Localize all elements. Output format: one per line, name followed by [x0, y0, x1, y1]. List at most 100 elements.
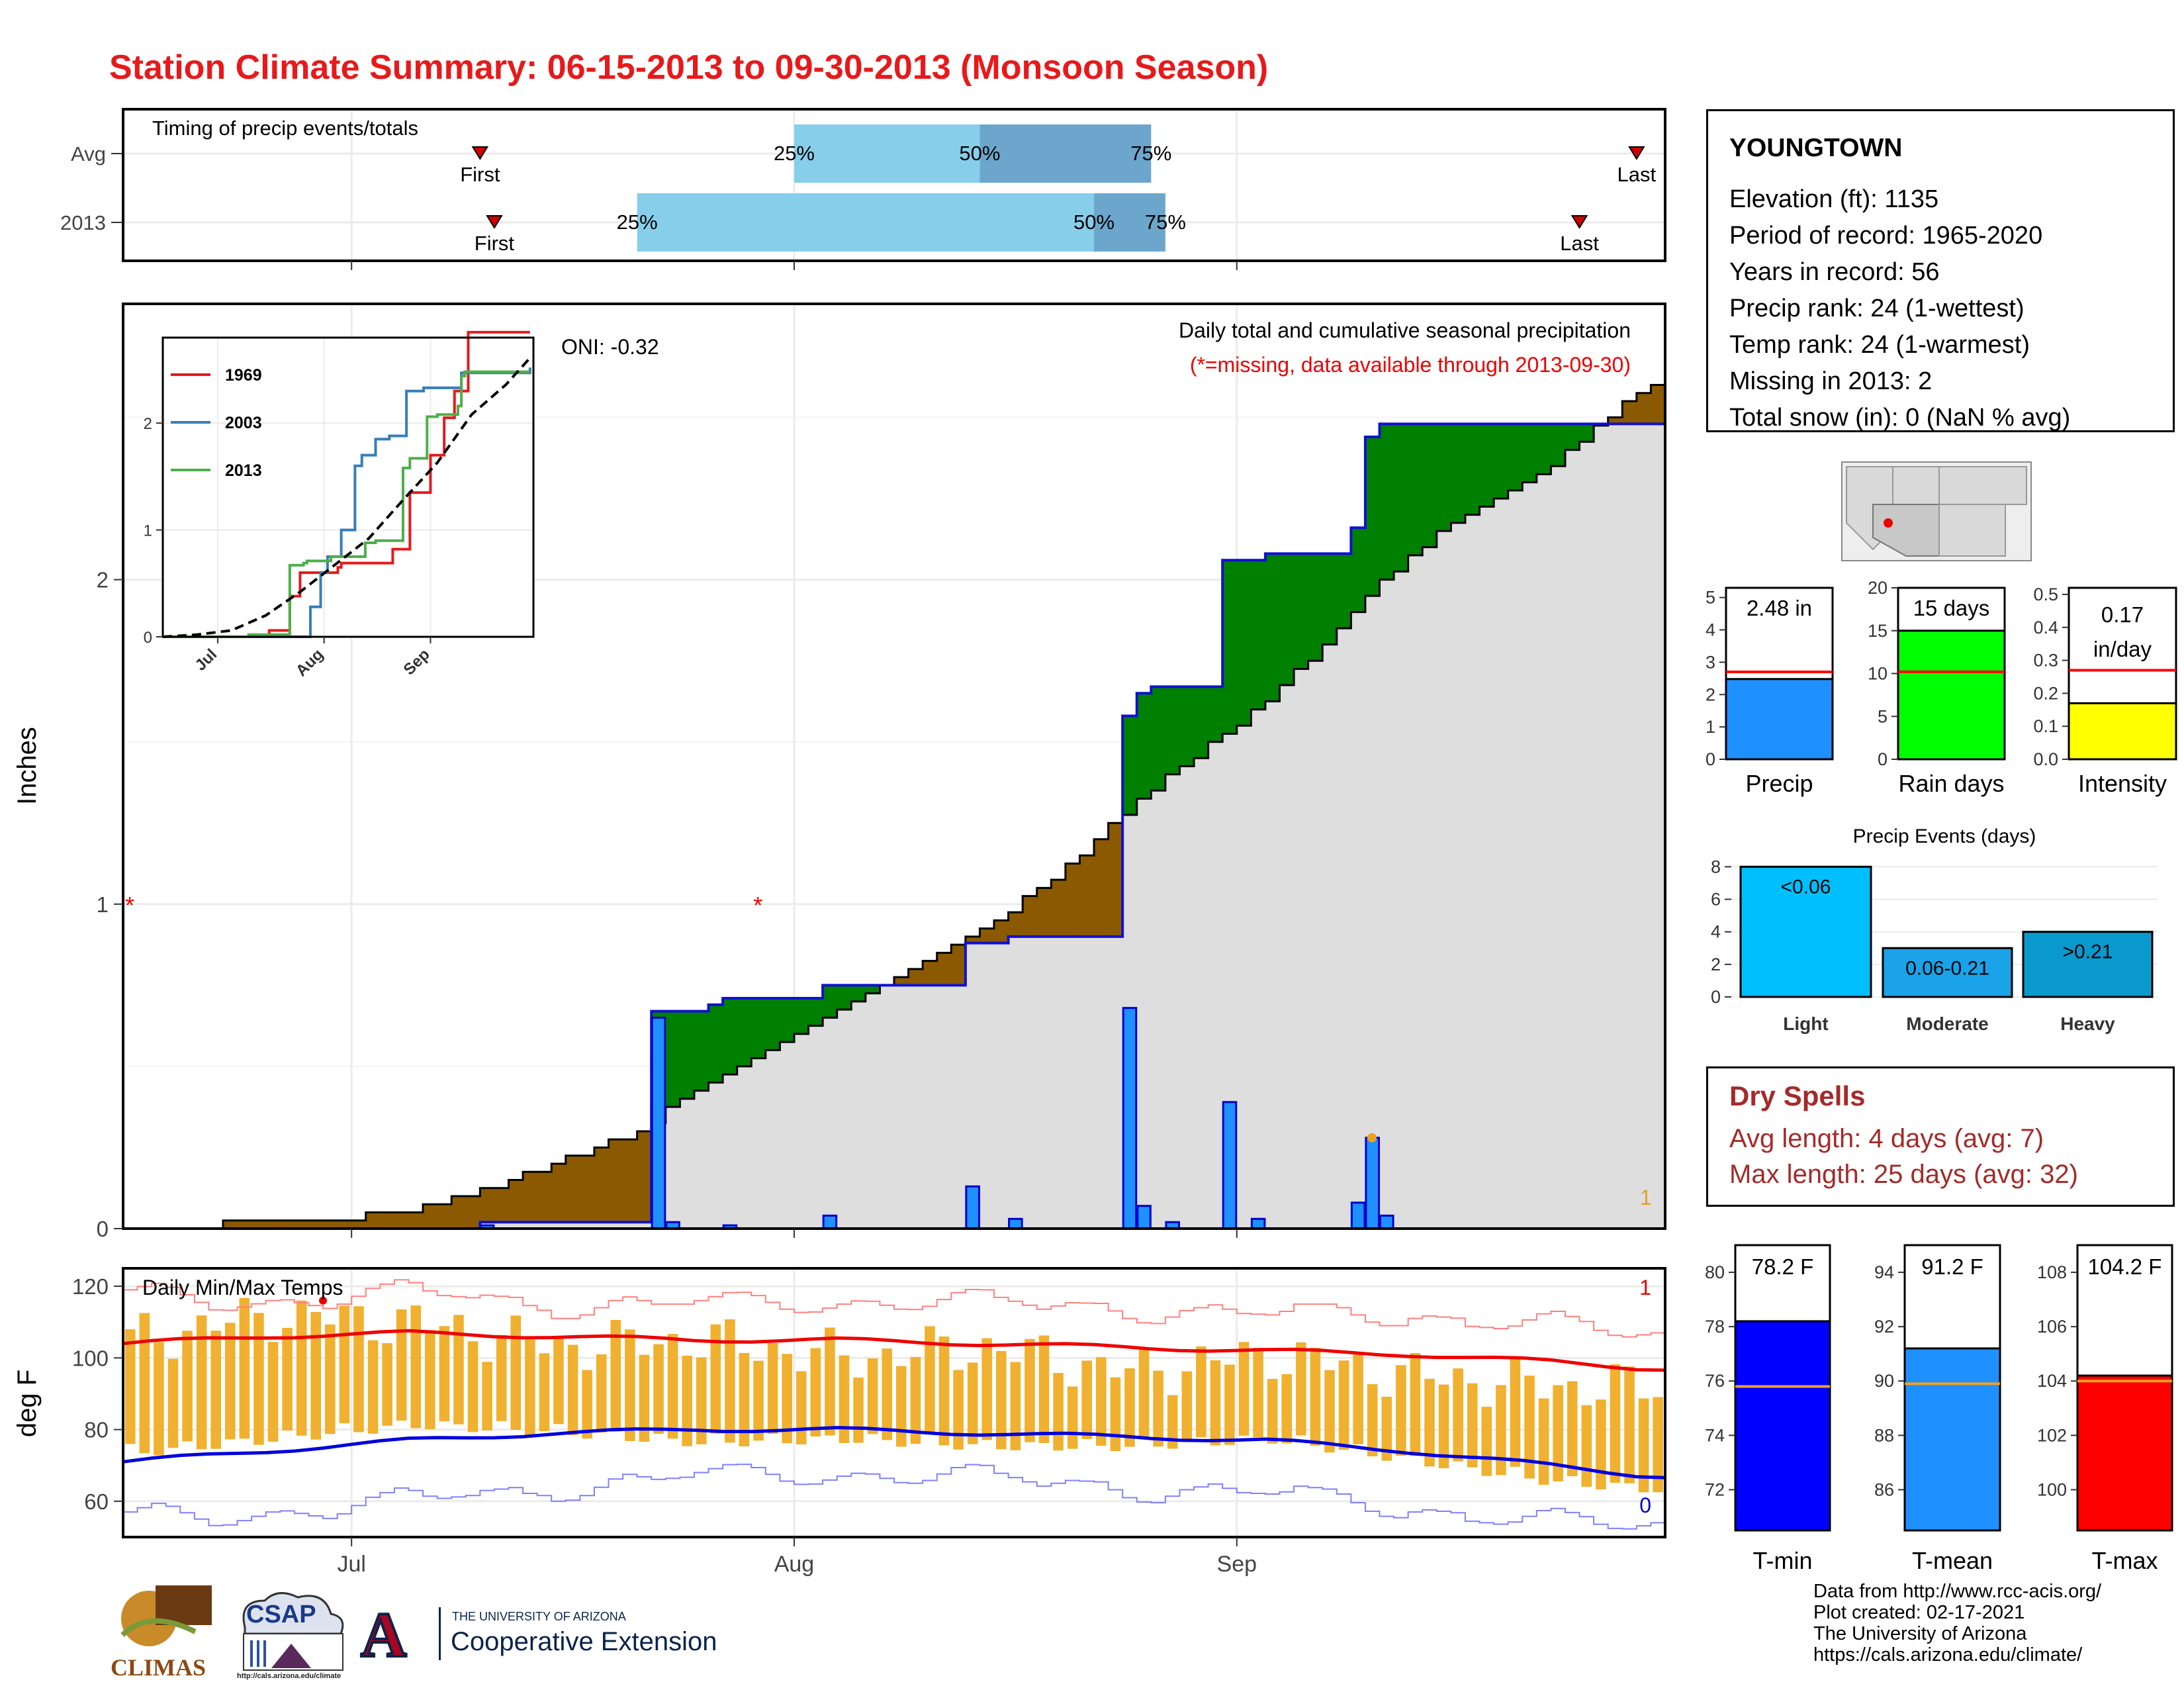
x-tick-label: Sep: [1217, 1552, 1257, 1577]
deficit-fill: [1036, 888, 1052, 937]
temp-range-bar: [154, 1342, 164, 1456]
temp-range-bar: [1281, 1374, 1293, 1444]
surplus-fill: [1236, 560, 1251, 726]
deficit-fill: [994, 920, 1009, 943]
daily-max-marker-icon: [1367, 1133, 1377, 1143]
temp-bar-value-label: 104.2 F: [2088, 1254, 2162, 1279]
timing-marker-icon: [1570, 215, 1588, 229]
summary-bar-value: [2068, 702, 2177, 761]
ua-name: THE UNIVERSITY OF ARIZONA: [452, 1610, 626, 1623]
surplus-fill: [1322, 553, 1338, 645]
station-precip-rank: Precip rank: 24 (1-wettest): [1729, 295, 2025, 322]
summary-bar-label: Intensity: [2078, 770, 2167, 797]
events-y-tick-label: 4: [1711, 922, 1721, 942]
deficit-fill: [537, 1172, 552, 1223]
temp-bar-value: [1734, 1320, 1831, 1532]
timing-first-label: First: [475, 232, 515, 255]
temp-range-bar: [1367, 1384, 1378, 1457]
deficit-fill: [508, 1180, 523, 1223]
deficit-fill: [523, 1172, 538, 1223]
temp-range-bar: [1181, 1371, 1193, 1442]
temp-range-bar: [1010, 1362, 1021, 1450]
surplus-fill: [837, 985, 852, 1010]
events-y-tick-label: 8: [1711, 857, 1721, 876]
deficit-fill: [565, 1155, 580, 1223]
deficit-fill: [1065, 863, 1080, 937]
event-bar-label: Heavy: [2060, 1013, 2115, 1034]
temp-bar-y-tick-label: 92: [1874, 1317, 1894, 1336]
deficit-fill: [408, 1212, 424, 1229]
temp-range-bar: [453, 1315, 464, 1425]
deficit-fill: [423, 1204, 438, 1229]
temp-range-bar: [1496, 1385, 1506, 1476]
temp-range-bar: [310, 1312, 322, 1440]
temp-range-bar: [1438, 1384, 1449, 1469]
events-title: Precip Events (days): [1853, 825, 2036, 847]
inset-average-line: [162, 357, 531, 638]
inset-legend-label: 2013: [225, 461, 262, 480]
temp-range-bar: [1510, 1356, 1521, 1467]
temp-range-bar: [1481, 1407, 1492, 1476]
surplus-fill: [851, 985, 866, 1002]
temp-range-bar: [582, 1370, 592, 1439]
deficit-fill: [894, 977, 909, 986]
timing-panel-title: Timing of precip events/totals: [152, 117, 418, 140]
summary-y-tick-label: 0.1: [2033, 716, 2058, 736]
daily-precip-bar: [1350, 1201, 1366, 1230]
temp-range-bar: [410, 1305, 422, 1429]
inset-series-2013: [163, 370, 530, 638]
surplus-fill: [1336, 553, 1351, 629]
surplus-fill: [1408, 424, 1423, 555]
map-colorado-shape: [1938, 466, 2027, 505]
surplus-fill: [780, 998, 795, 1043]
event-bar: [1882, 947, 2013, 998]
deficit-fill: [1651, 385, 1666, 424]
temp-range-bar: [239, 1297, 250, 1439]
summary-y-tick-label: 0: [1706, 749, 1715, 769]
timing-p75-label: 75%: [1130, 142, 1171, 165]
surplus-fill: [1251, 560, 1266, 710]
deficit-fill: [936, 953, 952, 986]
normal-area: [123, 385, 1665, 1229]
temp-range-bar: [1224, 1364, 1235, 1445]
missing-marker: *: [753, 892, 762, 919]
deficit-fill: [965, 936, 980, 943]
temp-range-bar: [1267, 1379, 1278, 1444]
daily-precip-bar: [651, 1016, 666, 1230]
temp-range-bar: [539, 1353, 550, 1432]
surplus-fill: [1194, 686, 1209, 759]
temp-range-bar: [710, 1324, 721, 1434]
deficit-fill: [551, 1163, 567, 1223]
inset-legend-label: 1969: [225, 366, 262, 385]
deficit-fill: [1094, 839, 1109, 937]
temp-range-bar: [996, 1350, 1007, 1450]
temp-range-bar: [696, 1357, 707, 1444]
daily-precip-bar: [1365, 1137, 1381, 1230]
temp-range-bar: [967, 1362, 978, 1444]
surplus-fill: [1165, 686, 1180, 774]
event-bar-inner-label: 0.06-0.21: [1905, 957, 1989, 979]
deficit-fill: [608, 1139, 623, 1223]
temp-range-bar: [382, 1343, 392, 1426]
temp-range-bar: [182, 1331, 193, 1442]
temp-range-bar: [782, 1354, 792, 1444]
temp-range-bar: [196, 1315, 207, 1450]
temp-range-bar: [439, 1326, 450, 1422]
daily-precip-bar: [965, 1185, 980, 1230]
temp-range-bar: [553, 1338, 564, 1425]
temp-range-bar: [625, 1329, 635, 1441]
temp-range-bar: [167, 1358, 179, 1448]
deficit-fill: [308, 1220, 324, 1229]
temp-bar-value: [2076, 1374, 2173, 1532]
map-utah-shape: [1892, 466, 1940, 505]
temp-range-bar: [396, 1309, 407, 1421]
temp-bar-y-tick-label: 86: [1874, 1479, 1894, 1499]
climas-logo: CLIMAS: [109, 1582, 215, 1681]
temp-bar-label: T-min: [1753, 1547, 1813, 1574]
surplus-fill: [1551, 424, 1566, 467]
deficit-fill: [280, 1220, 295, 1229]
temp-bar-y-tick-label: 72: [1705, 1479, 1725, 1499]
temp-range-bar: [1253, 1347, 1263, 1438]
normal-cumulative-line: [123, 384, 1665, 1230]
timing-bar-lower: [794, 124, 980, 183]
